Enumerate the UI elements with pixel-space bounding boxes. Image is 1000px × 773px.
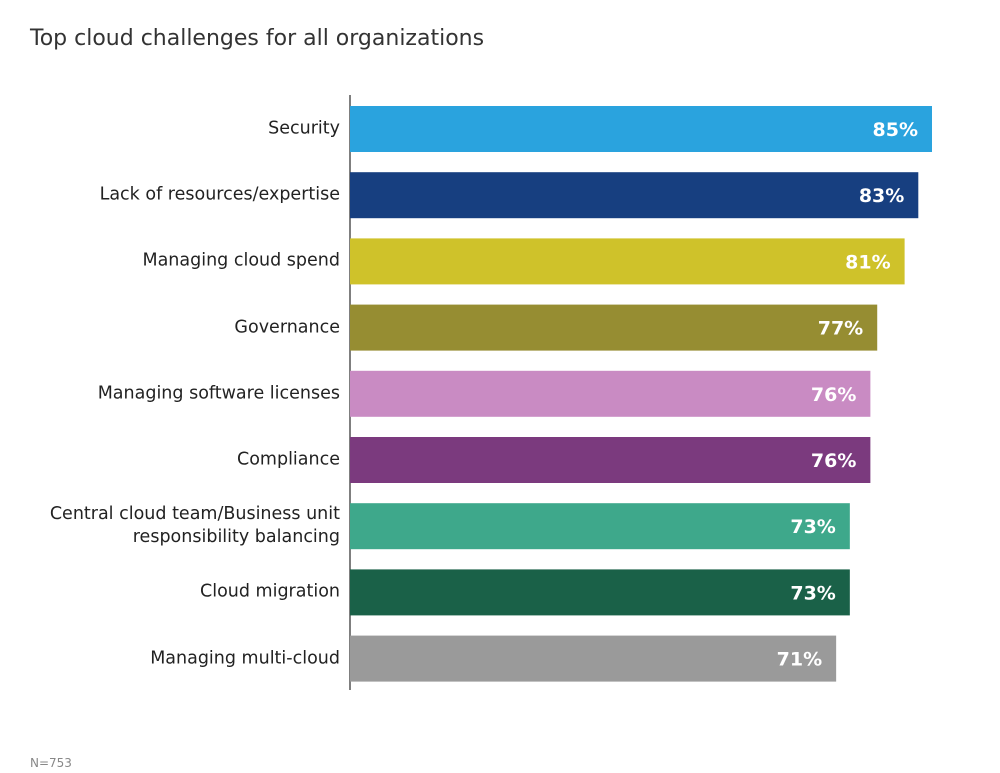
bar — [350, 569, 850, 616]
value-label: 71% — [777, 649, 822, 671]
value-label: 73% — [790, 582, 835, 604]
bar — [350, 106, 932, 152]
category-label: Managing multi-cloud — [150, 648, 340, 669]
bar — [350, 238, 905, 285]
footnote: N=753 — [30, 756, 72, 770]
bar — [350, 503, 850, 550]
value-label: 73% — [790, 516, 835, 538]
value-label: 81% — [845, 251, 890, 273]
bar — [350, 635, 837, 682]
value-label: 76% — [811, 384, 856, 406]
bar — [350, 370, 871, 417]
category-label: Security — [268, 118, 340, 139]
value-label: 85% — [873, 119, 918, 141]
bar — [350, 172, 919, 219]
category-label: Governance — [234, 317, 340, 338]
category-label: Managing cloud spend — [142, 250, 340, 271]
value-label: 77% — [818, 318, 863, 340]
chart-title: Top cloud challenges for all organizatio… — [30, 26, 485, 51]
value-label: 76% — [811, 450, 856, 472]
category-label: Cloud migration — [199, 581, 340, 602]
category-label: Managing software licenses — [97, 383, 340, 404]
category-label: Compliance — [236, 449, 340, 470]
bar — [350, 437, 871, 483]
bar — [350, 304, 878, 351]
value-label: 83% — [859, 185, 904, 207]
category-label: Central cloud team/Business unit respons… — [49, 504, 340, 548]
category-label: Lack of resources/expertise — [99, 184, 340, 205]
